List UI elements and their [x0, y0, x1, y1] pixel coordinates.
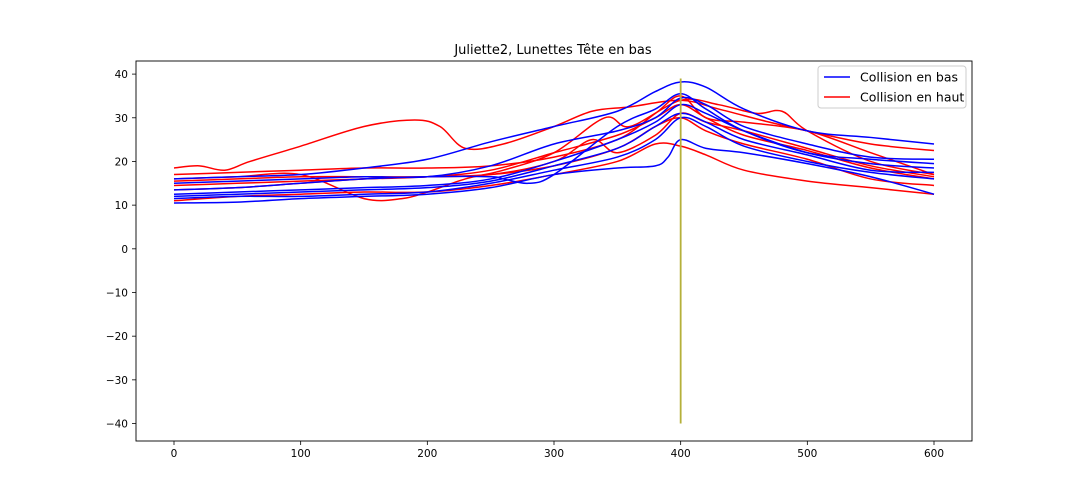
y-tick-label: −10: [106, 287, 128, 299]
series-line-haut: [173, 112, 935, 182]
x-tick-label: 100: [291, 448, 311, 460]
y-tick-label: −40: [106, 419, 128, 431]
legend-label: Collision en haut: [860, 90, 964, 105]
series-line-bas: [173, 96, 935, 185]
plot-frame: [135, 60, 973, 442]
series-line-bas: [173, 138, 935, 204]
y-tick-label: −30: [106, 375, 128, 387]
legend-box: [817, 65, 967, 109]
y-tick-label: 40: [115, 69, 128, 81]
y-tick-label: −20: [106, 331, 128, 343]
x-tick-label: 500: [797, 448, 817, 460]
y-tick-label: 0: [121, 244, 128, 256]
legend-label: Collision en bas: [860, 70, 958, 85]
plot-area: [173, 78, 935, 424]
y-tick-label: 30: [115, 113, 128, 125]
series-line-haut: [173, 103, 935, 187]
series-line-bas: [173, 103, 935, 195]
y-tick-label: 10: [115, 200, 128, 212]
x-tick-label: 600: [924, 448, 944, 460]
x-tick-label: 0: [171, 448, 178, 460]
y-tick-label: 20: [115, 156, 128, 168]
legend: Collision en bas Collision en haut: [817, 65, 967, 109]
series-line-bas: [173, 112, 935, 198]
series-line-haut: [173, 99, 935, 171]
chart-title: Juliette2, Lunettes Tête en bas: [453, 43, 652, 58]
axes: 0 100 200 300 400 500 600 −40 −30 −20 −10 0 10 20 30 40: [106, 60, 973, 460]
series-line-bas: [173, 81, 935, 180]
x-tick-label: 300: [544, 448, 564, 460]
x-tick-label: 200: [417, 448, 437, 460]
series-line-bas: [173, 116, 935, 200]
series-line-haut: [173, 142, 935, 202]
x-tick-label: 400: [671, 448, 691, 460]
